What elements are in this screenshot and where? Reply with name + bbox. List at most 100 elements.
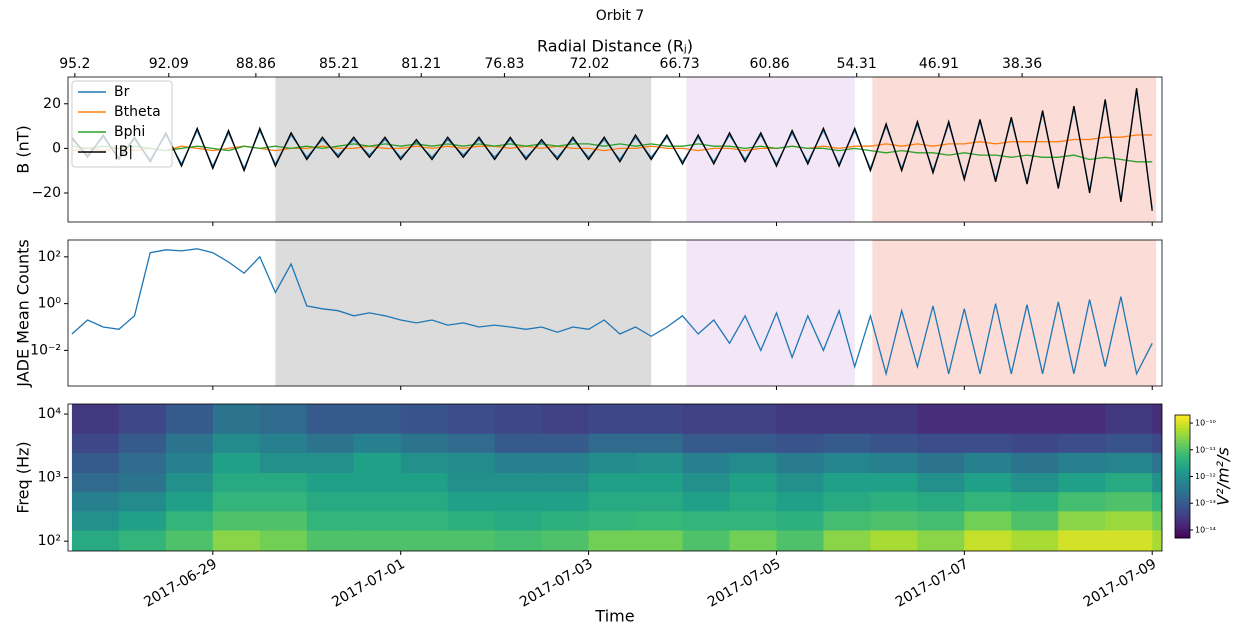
heatmap-cell — [354, 473, 401, 493]
panel — [72, 240, 1156, 386]
x-tick-label: 2017-07-09 — [1081, 556, 1159, 611]
heatmap-cell — [1105, 433, 1152, 453]
heatmap-cell — [354, 492, 401, 512]
heatmap-cell — [260, 473, 307, 493]
heatmap-cell — [260, 433, 307, 453]
heatmap-cell — [1058, 511, 1105, 531]
heatmap-cell — [964, 404, 1011, 434]
heatmap-cell — [495, 511, 542, 531]
heatmap-cell — [354, 404, 401, 434]
heatmap-cell — [72, 511, 119, 531]
heatmap-cell — [776, 433, 823, 453]
top-tick-label: 38.36 — [1002, 56, 1042, 72]
shaded-region — [872, 240, 1156, 386]
colorbar-segment — [1175, 415, 1190, 419]
colorbar-segment — [1175, 526, 1190, 530]
x-tick-label: 2017-07-05 — [705, 556, 783, 611]
heatmap-cell — [917, 452, 964, 473]
colorbar-segment — [1175, 452, 1190, 456]
colorbar-segment — [1175, 523, 1190, 527]
heatmap-cell — [1058, 492, 1105, 512]
heatmap-cell — [542, 530, 589, 552]
heatmap-cell — [1058, 530, 1105, 552]
heatmap-cell — [260, 511, 307, 531]
colorbar-label: V²/m²/s — [1214, 447, 1233, 505]
heatmap-cell — [823, 511, 870, 531]
heatmap-cell — [542, 452, 589, 473]
y-tick-label: −20 — [31, 185, 61, 201]
top-tick-label: 81.21 — [401, 56, 441, 72]
heatmap-cell — [542, 404, 589, 434]
top-tick-label: 88.86 — [236, 56, 276, 72]
heatmap-cell — [636, 433, 683, 453]
heatmap-cell — [166, 452, 213, 473]
heatmap-cell — [1152, 433, 1162, 453]
y-axis-label: Freq (Hz) — [14, 441, 33, 513]
heatmap-cell — [260, 452, 307, 473]
shaded-region — [275, 240, 651, 386]
colorbar-segment — [1175, 486, 1190, 490]
heatmap-cell — [448, 530, 495, 552]
heatmap-cell — [448, 492, 495, 512]
heatmap-cell — [1058, 404, 1105, 434]
heatmap-cell — [448, 433, 495, 453]
heatmap-cell — [917, 404, 964, 434]
legend: BrBthetaBphi|B| — [72, 81, 172, 167]
y-tick-label: 10² — [38, 533, 61, 549]
colorbar-segment — [1175, 492, 1190, 496]
heatmap-cell — [354, 530, 401, 552]
heatmap-cell — [401, 492, 448, 512]
heatmap-cell — [1011, 530, 1058, 552]
heatmap-cell — [683, 492, 730, 512]
heatmap-cell — [683, 433, 730, 453]
top-tick-label: 60.86 — [750, 56, 790, 72]
heatmap-cell — [401, 511, 448, 531]
heatmap-cell — [917, 433, 964, 453]
colorbar-tick-label: 10⁻¹⁴ — [1195, 525, 1216, 534]
colorbar-segment — [1175, 483, 1190, 487]
heatmap-cell — [1011, 433, 1058, 453]
heatmap-cell — [870, 433, 917, 453]
top-tick-label: 95.2 — [59, 56, 90, 72]
heatmap-cell — [72, 473, 119, 493]
heatmap-cell — [119, 492, 166, 512]
top-tick-label: 85.21 — [319, 56, 359, 72]
heatmap-cell — [964, 530, 1011, 552]
heatmap-cell — [823, 473, 870, 493]
colorbar-segment — [1175, 440, 1190, 444]
colorbar-segment — [1175, 427, 1190, 431]
heatmap-cell — [307, 492, 354, 512]
x-tick-label: 2017-07-01 — [329, 556, 407, 611]
colorbar-segment — [1175, 421, 1190, 425]
heatmap-cell — [213, 492, 260, 512]
heatmap-cell — [260, 530, 307, 552]
heatmap-cell — [448, 473, 495, 493]
heatmap-cell — [213, 530, 260, 552]
heatmap-cell — [964, 473, 1011, 493]
shaded-region — [686, 240, 854, 386]
colorbar-segment — [1175, 467, 1190, 471]
heatmap-cell — [542, 433, 589, 453]
shaded-region — [872, 77, 1156, 222]
heatmap-cell — [683, 530, 730, 552]
heatmap-cell — [776, 404, 823, 434]
heatmap-cell — [729, 433, 776, 453]
heatmap-cell — [354, 452, 401, 473]
heatmap-cell — [636, 511, 683, 531]
y-tick-label: 10² — [38, 249, 61, 265]
colorbar-segment — [1175, 501, 1190, 505]
colorbar-segment — [1175, 433, 1190, 437]
heatmap-cell — [589, 492, 636, 512]
heatmap-cell — [729, 473, 776, 493]
x-tick-label: 2017-07-07 — [893, 556, 971, 611]
colorbar-segment — [1175, 520, 1190, 524]
heatmap-cell — [260, 492, 307, 512]
heatmap-cell — [823, 530, 870, 552]
heatmap-cell — [1105, 492, 1152, 512]
heatmap-cell — [119, 511, 166, 531]
heatmap-cell — [307, 511, 354, 531]
heatmap-cell — [72, 404, 119, 434]
heatmap-cell — [1011, 404, 1058, 434]
heatmap-cell — [213, 473, 260, 493]
heatmap-cell — [307, 433, 354, 453]
